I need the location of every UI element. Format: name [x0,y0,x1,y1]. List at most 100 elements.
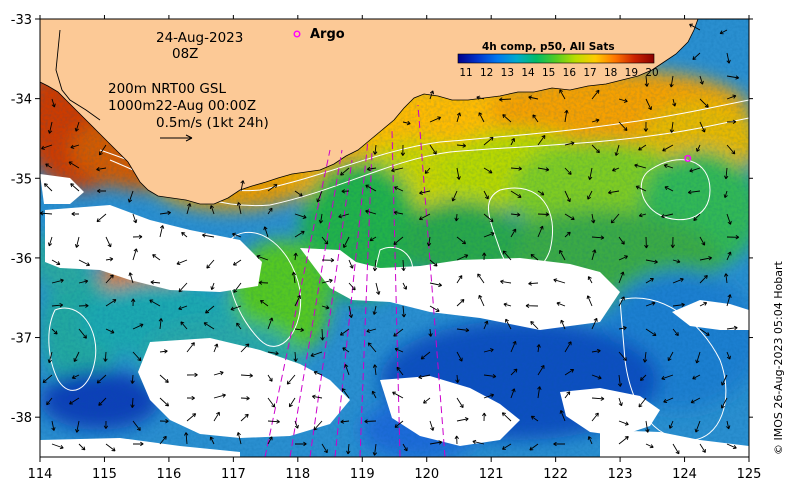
current-vector-arrow [210,282,215,291]
current-vector-arrow [236,202,242,215]
current-vector-arrow [503,302,512,307]
current-vector-arrow [426,236,432,247]
current-vector-arrow [181,231,188,238]
current-vector-arrow [726,420,731,430]
current-vector-arrow [483,374,497,379]
current-vector-arrow [418,374,431,380]
current-vector-arrow [537,364,545,376]
current-vector-arrow [478,294,485,307]
current-vector-arrow [51,420,56,431]
current-vector-arrow [564,341,572,353]
current-vector-arrow [456,236,467,245]
current-vector-arrow [103,420,109,429]
current-vector-arrow [131,298,136,307]
current-vector-arrow [451,190,458,202]
no-data-region [45,205,262,292]
no-data-region [560,388,660,436]
current-vector-arrow [591,235,605,240]
current-vector-arrow [559,249,566,261]
current-vector-arrow [723,167,729,180]
current-vector-arrow [672,443,680,455]
current-vector-arrow [726,75,740,80]
current-vector-arrow [687,190,701,195]
lon-tick-label: 118 [285,467,310,482]
current-vector-arrow [392,391,404,399]
current-vector-arrow [294,213,307,219]
current-vector-arrow [372,144,378,155]
current-vector-arrow [396,366,404,376]
current-vector-arrow [618,296,625,307]
current-vector-arrow [47,351,53,364]
current-vector-arrow [502,443,512,450]
current-vector-arrow [267,207,273,215]
contour-line [48,307,97,391]
current-vector-arrow [96,166,107,172]
current-vector-arrow [483,213,494,223]
current-vector-arrow [696,144,701,152]
current-vector-arrow [720,397,728,409]
current-vector-arrow [316,190,323,203]
current-vector-arrow [267,317,274,330]
argo-track [359,149,373,457]
current-vector-arrow [456,167,461,180]
current-vector-arrow [726,119,737,124]
current-vector-arrow [699,301,708,307]
current-vector-arrow [672,98,677,107]
current-vector-arrow [375,282,381,295]
current-vector-arrow [321,258,335,263]
colorbar-tick-label: 13 [501,67,514,79]
current-vector-arrow [510,388,516,399]
lon-tick-label: 119 [350,467,375,482]
current-vector-arrow [71,374,80,379]
current-vector-arrow [644,236,649,249]
current-vector-arrow [610,213,620,224]
current-vector-arrow [618,236,625,245]
current-vector-arrow [564,167,572,175]
current-vector-arrow [321,443,328,454]
current-vector-arrow [662,144,674,152]
current-vector-arrow [344,363,350,376]
current-vector-arrow [186,342,195,353]
current-vector-arrow [608,190,620,195]
current-vector-arrow [342,236,350,248]
current-vector-arrow [209,205,215,215]
current-vector-arrow [454,435,459,445]
current-vector-arrow [41,144,53,150]
current-vector-arrow [663,163,674,169]
current-vectors [40,23,740,456]
current-vector-arrow [402,443,408,452]
current-vector-arrow [348,259,354,269]
current-vector-arrow [692,52,701,61]
current-vector-arrow [393,210,404,215]
current-vector-arrow [645,420,650,433]
current-vector-arrow [367,342,377,353]
current-vector-arrow [46,397,53,406]
current-vector-arrow [510,340,517,353]
current-vector-arrow [180,321,188,330]
current-vector-arrow [670,236,675,249]
current-vector-arrow [668,420,674,429]
argo-track [309,159,353,457]
current-vector-arrow [693,213,701,222]
current-vector-arrow [213,393,226,399]
current-vector-arrow [591,412,599,422]
current-vector-arrow [618,436,629,445]
current-vector-arrow [178,282,188,293]
current-vector-arrow [429,116,442,123]
current-vector-arrow [51,302,64,308]
lat-tick-label: -35 [11,172,32,187]
current-vector-arrow [184,432,189,445]
current-vector-arrow [318,213,324,224]
current-vector-arrow [159,397,170,407]
current-vector-arrow [159,349,168,354]
current-vector-arrow [564,231,571,238]
lon-tick-label: 115 [92,467,117,482]
current-vector-arrow [73,351,80,362]
current-vector-arrow [429,440,443,445]
current-vector-arrow [213,343,219,353]
current-vector-arrow [429,144,437,155]
plot-frame [39,18,750,458]
current-vector-arrow [419,213,431,221]
current-vector-arrow [132,323,144,330]
current-vector-arrow [723,190,728,199]
